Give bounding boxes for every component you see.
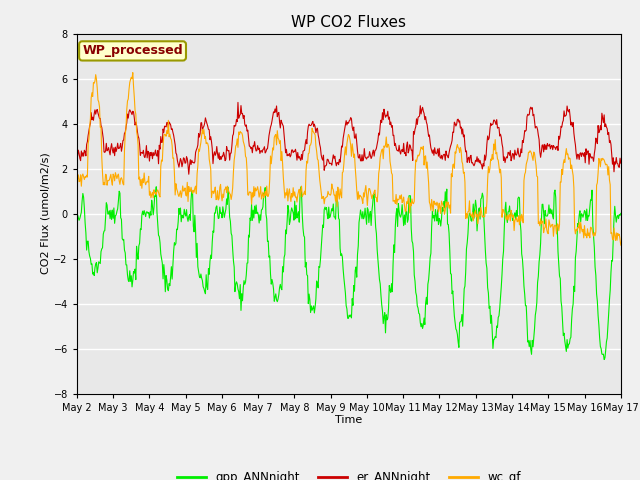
wc_gf — [83, 172, 90, 178]
wc_gf — [617, 242, 625, 248]
gpp_ANNnight — [152, 184, 160, 190]
er_ANNnight — [433, 151, 440, 156]
Line: er_ANNnight: er_ANNnight — [77, 102, 621, 174]
gpp_ANNnight — [73, 218, 81, 224]
er_ANNnight — [617, 160, 625, 166]
wc_gf — [223, 183, 231, 189]
er_ANNnight — [83, 142, 90, 147]
wc_gf — [129, 70, 136, 75]
gpp_ANNnight — [83, 247, 90, 253]
gpp_ANNnight — [139, 208, 147, 214]
Line: wc_gf: wc_gf — [77, 72, 621, 245]
wc_gf — [140, 180, 147, 186]
wc_gf — [431, 200, 439, 206]
gpp_ANNnight — [617, 211, 625, 216]
er_ANNnight — [195, 131, 202, 136]
Legend: gpp_ANNnight, er_ANNnight, wc_gf: gpp_ANNnight, er_ANNnight, wc_gf — [172, 466, 526, 480]
gpp_ANNnight — [416, 311, 424, 317]
wc_gf — [195, 146, 202, 152]
gpp_ANNnight — [195, 269, 202, 275]
er_ANNnight — [73, 156, 81, 161]
er_ANNnight — [223, 147, 231, 153]
Text: WP_processed: WP_processed — [82, 44, 183, 58]
Y-axis label: CO2 Flux (umol/m2/s): CO2 Flux (umol/m2/s) — [40, 153, 51, 275]
er_ANNnight — [139, 150, 147, 156]
gpp_ANNnight — [431, 207, 439, 213]
gpp_ANNnight — [600, 357, 608, 362]
er_ANNnight — [417, 103, 424, 108]
Line: gpp_ANNnight: gpp_ANNnight — [77, 187, 621, 360]
wc_gf — [416, 151, 424, 157]
er_ANNnight — [185, 171, 193, 177]
wc_gf — [73, 175, 81, 181]
er_ANNnight — [234, 99, 242, 105]
Title: WP CO2 Fluxes: WP CO2 Fluxes — [291, 15, 406, 30]
X-axis label: Time: Time — [335, 415, 362, 425]
gpp_ANNnight — [223, 202, 231, 207]
